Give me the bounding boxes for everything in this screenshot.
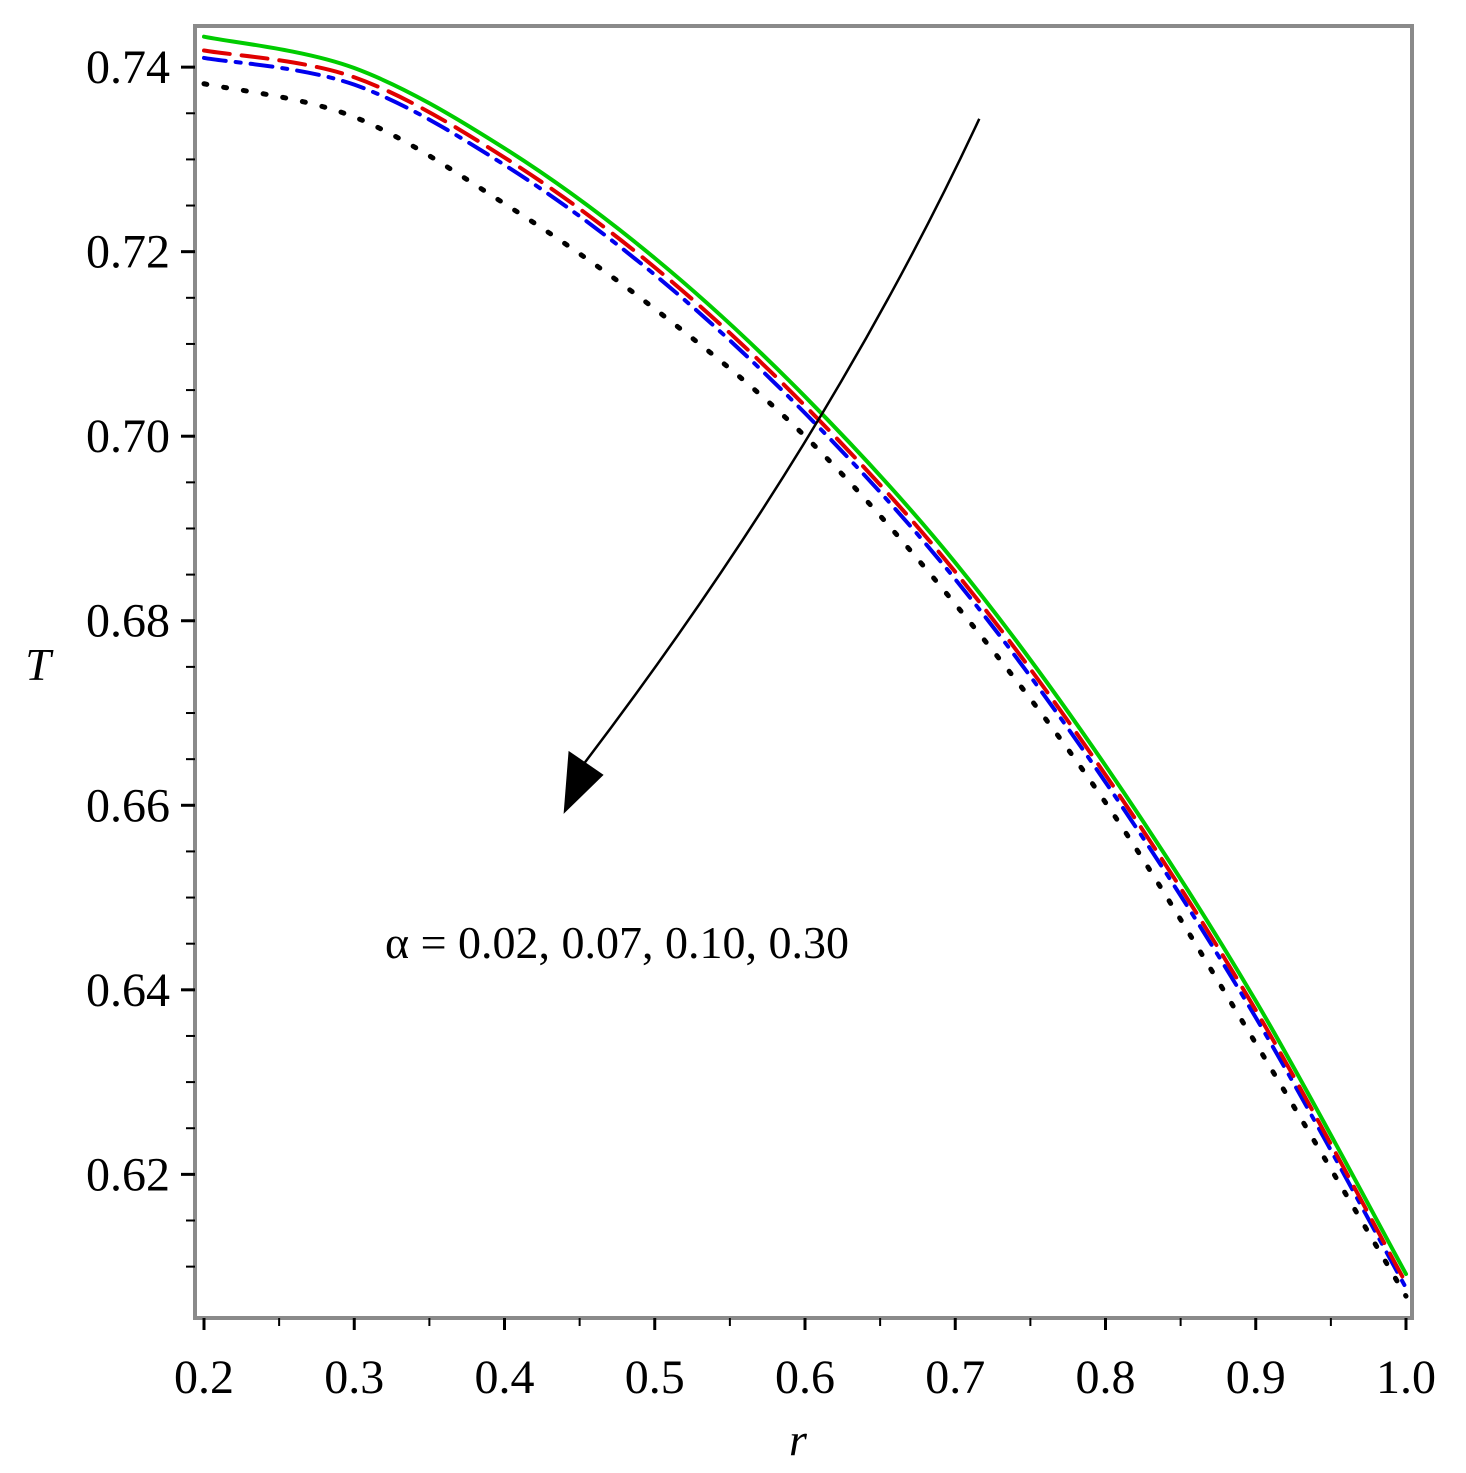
x-tick-label: 0.8 [1076, 1351, 1136, 1404]
series-layer [201, 34, 1409, 1299]
y-axis-title: T [25, 639, 54, 690]
y-tick-label: 0.70 [86, 410, 170, 463]
x-axis-title: r [789, 1414, 808, 1465]
annotation-label: α = 0.02, 0.07, 0.10, 0.30 [385, 917, 849, 968]
y-axis: 0.62 0.64 0.66 0.68 0.70 0.72 0.74 [86, 41, 195, 1268]
plot-frame [193, 24, 1414, 1320]
arrow-shaft [583, 118, 981, 764]
y-tick-label: 0.62 [86, 1148, 170, 1201]
x-tick-label: 0.6 [775, 1351, 835, 1404]
y-tick-label: 0.64 [86, 964, 170, 1017]
y-tick-label: 0.66 [86, 779, 170, 832]
series-line [202, 48, 1408, 1286]
x-tick-label: 0.4 [475, 1351, 535, 1404]
x-tick-label: 0.2 [174, 1351, 234, 1404]
x-tick-label: 1.0 [1376, 1351, 1436, 1404]
arrow-head [563, 750, 604, 814]
x-tick-label: 0.9 [1226, 1351, 1286, 1404]
x-tick-label: 0.5 [625, 1351, 685, 1404]
x-tick-label: 0.3 [324, 1351, 384, 1404]
series-line [202, 34, 1408, 1277]
series-line [201, 81, 1409, 1299]
series-line [202, 55, 1408, 1290]
y-tick-label: 0.74 [86, 41, 170, 94]
y-tick-label: 0.68 [86, 595, 170, 648]
annotation-arrow [563, 118, 981, 814]
y-tick-label: 0.72 [86, 226, 170, 279]
x-axis: 0.2 0.3 0.4 0.5 0.6 0.7 0.8 0.9 1.0 [174, 1318, 1436, 1404]
x-tick-label: 0.7 [925, 1351, 985, 1404]
